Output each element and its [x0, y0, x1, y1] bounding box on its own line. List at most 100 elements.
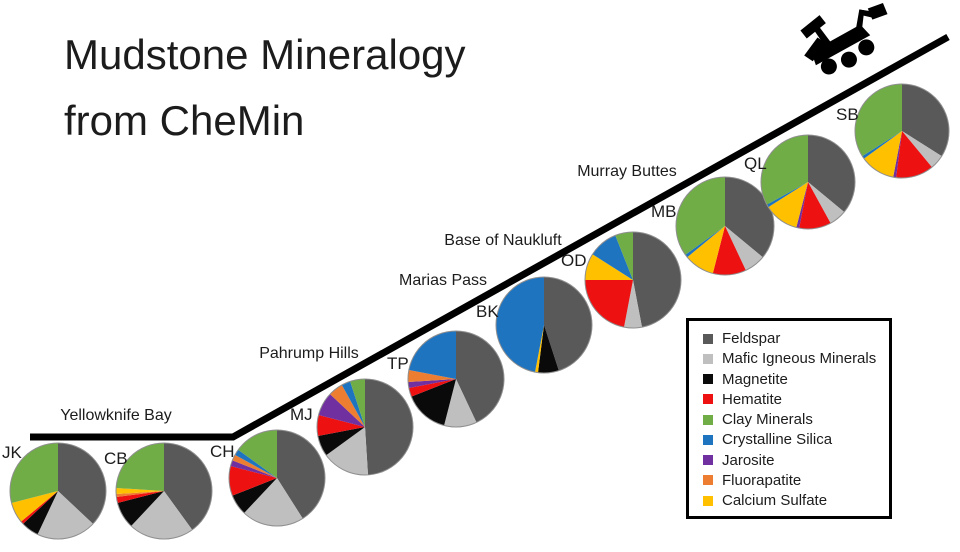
pie-SB [854, 83, 950, 179]
pie-MB-slice-clay [676, 177, 725, 255]
pie-TP-slice-feldspar [456, 331, 504, 423]
pie-label-CB: CB [104, 449, 128, 468]
pie-CB-slice-feldspar [164, 443, 212, 530]
pie-MJ [316, 378, 414, 476]
pie-OD [584, 231, 682, 329]
pie-BK-slice-feldspar [544, 277, 592, 371]
pie-TP-slice-hematite [408, 379, 456, 397]
pie-SB-slice-clay [855, 84, 902, 157]
pie-CB-slice-hematite [116, 491, 164, 503]
legend-swatch-silica [703, 434, 713, 445]
pie-QL-slice-feldspar [808, 135, 855, 212]
pie-QL-slice-hematite [799, 182, 831, 230]
pie-SB-slice-jarosite [893, 131, 902, 178]
region-label-yellowknife-bay: Yellowknife Bay [60, 407, 172, 424]
pie-TP-slice-magnetite [411, 379, 456, 426]
pie-QL-outline [760, 134, 856, 230]
pie-SB-slice-ca_sulfate [863, 131, 902, 178]
pie-MJ-slice-fluorapatite [330, 384, 365, 427]
pie-label-CH: CH [210, 442, 235, 461]
pie-SB-slice-hematite [896, 131, 932, 179]
pie-MB-slice-ca_sulfate [687, 226, 725, 274]
pie-CH-slice-hematite [229, 466, 277, 496]
pie-MB-outline [675, 176, 775, 276]
pie-MJ-slice-magnetite [317, 427, 365, 456]
pie-OD-slice-clay [615, 232, 633, 280]
legend-label-hematite: Hematite [722, 390, 783, 408]
pie-BK-slice-magnetite [537, 325, 559, 373]
legend-label-feldspar: Feldspar [722, 330, 781, 347]
pie-MB-slice-hematite [712, 226, 746, 276]
pie-TP-slice-silica [408, 331, 456, 379]
pie-OD-slice-ca_sulfate [585, 254, 633, 280]
pie-CB-slice-magnetite [117, 491, 164, 526]
pie-QL-slice-silica [766, 182, 808, 208]
pie-OD-slice-silica [592, 235, 633, 280]
legend-item-hematite: Hematite [703, 390, 879, 409]
title-line-1: Mudstone Mineralogy [64, 31, 466, 78]
pie-OD-slice-hematite [585, 280, 633, 328]
legend-item-fluorapatite: Fluorapatite [703, 471, 879, 490]
pie-QL-slice-mafic [808, 182, 845, 224]
pie-label-MJ: MJ [290, 405, 313, 424]
legend-swatch-clay [703, 414, 713, 425]
pie-SB-slice-feldspar [902, 84, 949, 157]
pie-MJ-slice-silica [341, 381, 365, 427]
pie-CH-slice-fluorapatite [232, 454, 277, 478]
legend-swatch-ca_sulfate [703, 495, 713, 506]
region-label-murray-buttes: Murray Buttes [577, 163, 677, 180]
rover-icon [800, 3, 888, 75]
pie-MJ-slice-feldspar [365, 378, 414, 475]
legend-item-silica: Crystalline Silica [703, 430, 879, 449]
region-label-pahrump-hills: Pahrump Hills [259, 345, 359, 362]
pie-label-MB: MB [651, 202, 677, 221]
legend-item-clay: Clay Minerals [703, 410, 879, 429]
pie-MJ-slice-hematite [317, 415, 365, 436]
legend-item-jarosite: Jarosite [703, 451, 879, 470]
legend-label-silica: Crystalline Silica [722, 431, 833, 449]
legend-label-clay: Clay Minerals [722, 411, 813, 428]
pie-OD-outline [584, 231, 682, 329]
legend: Feldspar Mafic Igneous Minerals Magnetite H… [686, 318, 892, 519]
pie-MB-slice-silica [685, 226, 725, 258]
pie-JK-slice-ca_sulfate [11, 491, 58, 522]
legend-swatch-feldspar [703, 333, 713, 344]
pie-QL [760, 134, 856, 230]
pie-TP-outline [407, 330, 505, 428]
pie-label-QL: QL [744, 154, 767, 173]
pie-MJ-slice-clay [350, 379, 365, 427]
pie-CB [115, 442, 213, 540]
pie-label-TP: TP [387, 354, 409, 373]
region-label-base-of-naukluft: Base of Naukluft [444, 232, 562, 249]
legend-label-magnetite: Magnetite [722, 370, 788, 388]
pie-MB-slice-feldspar [725, 177, 775, 258]
pie-BK-slice-ca_sulfate [535, 325, 544, 373]
pie-CH-slice-magnetite [232, 478, 277, 513]
pie-charts [9, 83, 950, 540]
pie-QL-slice-ca_sulfate [768, 182, 808, 228]
pie-label-BK: BK [476, 302, 499, 321]
pie-CH-slice-feldspar [277, 430, 326, 519]
pie-MB-slice-mafic [725, 226, 763, 271]
pie-SB-outline [854, 83, 950, 179]
pie-CH-slice-clay [238, 430, 277, 478]
pie-label-SB: SB [836, 105, 859, 124]
pie-JK-outline [9, 442, 107, 540]
pie-JK-slice-mafic [37, 491, 93, 540]
pie-TP-slice-fluorapatite [407, 370, 456, 383]
pie-CH-slice-jarosite [230, 460, 277, 478]
pie-CB-slice-mafic [131, 491, 193, 539]
pie-TP [407, 330, 505, 428]
pie-CB-outline [115, 442, 213, 540]
pie-QL-slice-jarosite [796, 182, 808, 229]
pie-JK-slice-clay [10, 443, 58, 503]
pie-BK [495, 276, 593, 374]
legend-swatch-mafic [703, 353, 713, 364]
legend-swatch-magnetite [703, 374, 713, 384]
pie-MJ-outline [316, 378, 414, 476]
legend-item-magnetite: Magnetite [703, 370, 879, 389]
legend-swatch-fluorapatite [703, 475, 713, 486]
legend-item-ca_sulfate: Calcium Sulfate [703, 491, 879, 510]
legend-label-mafic: Mafic Igneous Minerals [722, 350, 877, 368]
